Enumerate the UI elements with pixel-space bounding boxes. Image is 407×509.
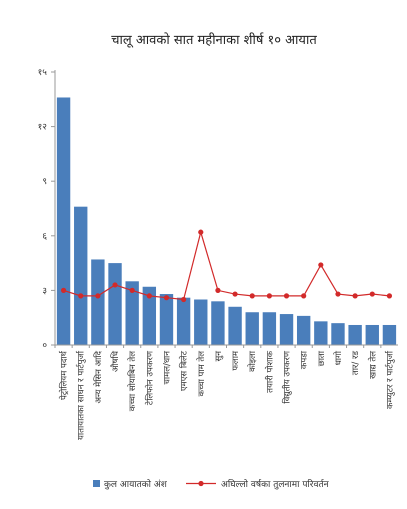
- bar: [245, 312, 259, 345]
- bar: [125, 281, 139, 345]
- line-point: [301, 293, 307, 299]
- line-point: [95, 293, 101, 299]
- bar: [348, 324, 362, 345]
- y-tick-label: ६: [42, 232, 47, 242]
- legend-line-label: अघिल्लो वर्षका तुलनामा परिवर्तन: [221, 478, 330, 490]
- bar: [194, 299, 208, 345]
- x-tick-label: कपडा: [300, 350, 310, 369]
- x-tick-label: छाता: [317, 350, 327, 366]
- line-point: [352, 293, 358, 299]
- bar: [296, 315, 311, 345]
- line-point: [283, 293, 290, 299]
- line-point: [198, 229, 204, 235]
- x-tick-label: खाद्य तेल: [367, 351, 378, 379]
- bar: [142, 286, 157, 345]
- bar: [211, 301, 225, 345]
- x-tick-label: फलाम: [231, 350, 241, 371]
- x-tick-label: कच्चा सोयाबिन तेल: [127, 351, 138, 411]
- bar: [108, 263, 122, 345]
- x-tick-label: विद्युतीय उपकरण: [282, 350, 293, 403]
- line-point: [232, 291, 238, 297]
- x-tick-label: तार/ रड: [351, 351, 361, 376]
- x-tick-label: यातायातका साधन र पार्टपुर्जा: [76, 350, 87, 440]
- legend-bar-label: कुल आयातको अंश: [104, 478, 168, 490]
- line-point: [386, 293, 393, 299]
- line-point: [129, 287, 135, 293]
- line-point: [335, 291, 341, 297]
- line-point: [60, 287, 67, 293]
- bar: [262, 312, 277, 345]
- bar: [176, 297, 191, 345]
- line-point: [318, 262, 324, 268]
- bar: [331, 323, 345, 345]
- bar: [56, 97, 71, 345]
- axes: [54, 70, 398, 346]
- y-tick-label: ३: [42, 286, 47, 296]
- bar: [279, 314, 294, 345]
- x-tick-label: कच्चा पाम तेल: [196, 351, 207, 397]
- line-point: [369, 291, 375, 297]
- bar: [159, 294, 174, 345]
- bar: [228, 306, 242, 345]
- x-tick-label: धागो: [333, 350, 344, 365]
- y-tick-label: १२: [38, 123, 48, 133]
- line-series: [60, 229, 393, 303]
- bar: [91, 259, 105, 345]
- bar-series: [56, 97, 397, 345]
- y-tick-label: ९: [42, 177, 47, 187]
- legend-bar-swatch: [93, 480, 100, 487]
- legend-line-marker: [198, 480, 204, 487]
- x-tick-label: अन्य मेसिन आदि: [93, 351, 104, 404]
- line-point: [163, 295, 170, 301]
- line-point: [266, 293, 272, 299]
- line-point: [181, 296, 187, 303]
- line-point: [112, 282, 118, 288]
- line-point: [146, 293, 152, 299]
- legend: कुल आयातको अंश अघिल्लो वर्षका तुलनामा पर…: [93, 478, 330, 490]
- x-tick-label: पेट्रोलियम पदार्थ: [59, 350, 70, 400]
- line-point: [249, 293, 255, 299]
- y-tick-label: १५: [38, 68, 48, 78]
- x-tick-label: टेलिफोन उपकरण: [144, 350, 155, 405]
- x-axis-labels: पेट्रोलियम पदार्थ यातायातका साधन र पार्टप…: [54, 345, 395, 440]
- x-tick-label: औषधि: [110, 350, 121, 372]
- y-axis-ticks: ० ३ ६ ९ १२ १५: [38, 68, 55, 351]
- line-path: [63, 229, 390, 301]
- line-point: [78, 293, 84, 299]
- x-tick-label: कम्प्युटर र पार्टपुर्जा: [384, 350, 395, 409]
- bar: [365, 324, 379, 345]
- x-tick-label: तयारी पोशाक: [264, 351, 275, 393]
- bar: [314, 321, 328, 345]
- x-tick-label: सुन: [214, 351, 224, 362]
- line-point: [215, 287, 221, 293]
- bar: [74, 206, 88, 345]
- y-tick-label: ०: [42, 341, 47, 351]
- chart-title: चालू आवको सात महीनाका शीर्ष १० आयात: [111, 32, 317, 48]
- x-tick-label: चामल/धान: [162, 351, 172, 385]
- x-tick-label: कोइला: [247, 350, 258, 372]
- x-tick-label: एमएस बिलेट: [179, 350, 190, 391]
- bar: [382, 324, 397, 345]
